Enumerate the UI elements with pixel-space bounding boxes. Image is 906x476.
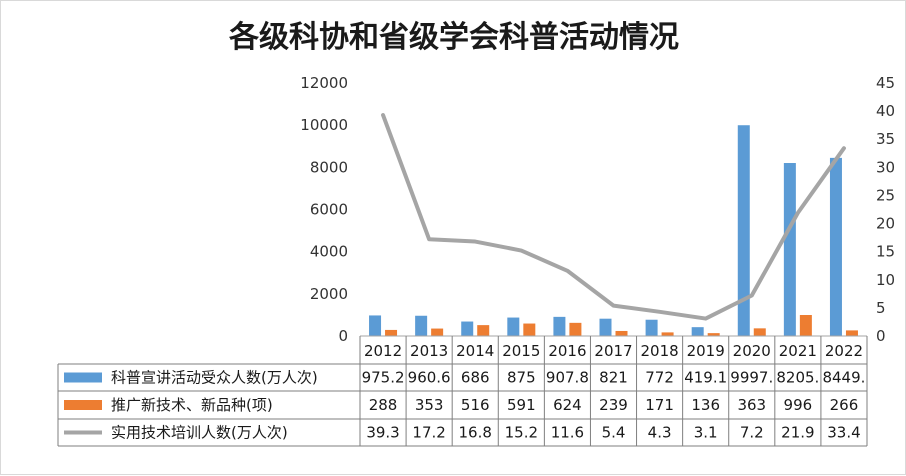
x-tick-label: 2022 (825, 342, 863, 360)
y-left-tick-label: 12000 (300, 74, 348, 92)
bar-new-tech (523, 323, 536, 336)
data-label: 288 (369, 396, 398, 414)
bar-audience (369, 315, 382, 336)
data-label: 33.4 (827, 424, 860, 442)
plot-area: 0 2000 4000 6000 8000 10000 12000 0 5 10 15 20 25 30 3… (300, 74, 895, 345)
x-tick-label: 2017 (594, 342, 632, 360)
line-training (381, 113, 846, 321)
data-label: 821 (599, 369, 628, 387)
data-label: 516 (461, 396, 490, 414)
bar-audience (737, 125, 750, 336)
y-left-tick-label: 6000 (310, 201, 348, 219)
y-right-tick-label: 30 (876, 158, 895, 176)
bar-audience (645, 319, 658, 336)
y-left-tick-label: 2000 (310, 285, 348, 303)
x-tick-label: 2014 (456, 342, 494, 360)
bar-audience (461, 321, 474, 336)
data-label: 363 (737, 396, 766, 414)
y-right-tick-label: 10 (876, 271, 895, 289)
data-label: 16.8 (459, 424, 492, 442)
legend-label: 推广新技术、新品种(项) (111, 396, 273, 414)
chart-title: 各级科协和省级学会科普活动情况 (228, 20, 679, 55)
legend-key-bar (64, 372, 102, 383)
y-left-tick-label: 4000 (310, 243, 348, 261)
x-tick-label: 2019 (687, 342, 725, 360)
y-right-tick-label: 25 (876, 186, 895, 204)
bar-new-tech (845, 330, 858, 336)
data-label: 7.2 (740, 424, 764, 442)
data-label: 21.9 (781, 424, 814, 442)
data-label: 171 (645, 396, 674, 414)
bar-new-tech (569, 322, 582, 336)
data-label: 239 (599, 396, 628, 414)
data-label: 419.1 (684, 369, 727, 387)
data-label: 266 (830, 396, 859, 414)
data-table: 2012 2013 2014 2015 2016 2017 2018 2019 2020 2021… (57, 335, 868, 447)
x-tick-label: 2013 (410, 342, 448, 360)
data-label: 3.1 (694, 424, 718, 442)
bar-new-tech (707, 333, 720, 336)
bar-new-tech (753, 328, 766, 336)
y-right-tick-label: 5 (876, 299, 886, 317)
y-right-tick-label: 0 (876, 327, 886, 345)
data-label: 4.3 (648, 424, 672, 442)
data-label: 9997. (730, 369, 773, 387)
data-label: 875 (507, 369, 536, 387)
bar-new-tech (385, 329, 398, 336)
legend-label: 科普宣讲活动受众人数(万人次) (111, 369, 318, 387)
y-left-tick-label: 0 (338, 327, 348, 345)
data-label: 15.2 (505, 424, 538, 442)
bar-audience (783, 163, 796, 336)
bar-audience (829, 157, 842, 336)
data-label: 136 (691, 396, 720, 414)
data-label: 5.4 (602, 424, 626, 442)
y-left-tick-label: 10000 (300, 116, 348, 134)
data-label: 686 (461, 369, 490, 387)
x-tick-label: 2012 (364, 342, 402, 360)
bar-new-tech (661, 332, 674, 336)
data-label: 996 (784, 396, 813, 414)
bar-new-tech (615, 330, 628, 336)
data-label: 772 (645, 369, 674, 387)
bar-new-tech (431, 328, 444, 336)
y-right-tick-label: 20 (876, 215, 895, 233)
data-label: 975.2 (362, 369, 405, 387)
data-label: 960.6 (408, 369, 451, 387)
data-label: 8205. (776, 369, 819, 387)
legend-key-bar (64, 400, 102, 410)
y-right-tick-label: 35 (876, 130, 895, 148)
y-right-tick-label: 45 (876, 74, 895, 92)
bar-audience (553, 316, 566, 336)
bar-new-tech (477, 325, 490, 336)
bar-audience (599, 318, 612, 336)
y-left-tick-label: 8000 (310, 158, 348, 176)
x-tick-label: 2021 (779, 342, 817, 360)
bar-audience (691, 327, 704, 336)
x-tick-label: 2020 (733, 342, 771, 360)
data-label: 907.8 (546, 369, 589, 387)
x-tick-label: 2015 (502, 342, 540, 360)
bar-audience (507, 317, 520, 336)
data-label: 8449. (822, 369, 865, 387)
bar-audience (415, 315, 428, 336)
data-label: 353 (415, 396, 444, 414)
x-tick-label: 2016 (548, 342, 586, 360)
data-label: 17.2 (412, 424, 445, 442)
data-label: 591 (507, 396, 536, 414)
y-right-tick-label: 15 (876, 243, 895, 261)
legend-label: 实用技术培训人数(万人次) (111, 424, 288, 442)
data-label: 624 (553, 396, 582, 414)
data-label: 11.6 (551, 424, 584, 442)
y-right-tick-label: 40 (876, 102, 895, 120)
data-label: 39.3 (366, 424, 399, 442)
bar-new-tech (799, 315, 812, 336)
x-tick-label: 2018 (640, 342, 678, 360)
